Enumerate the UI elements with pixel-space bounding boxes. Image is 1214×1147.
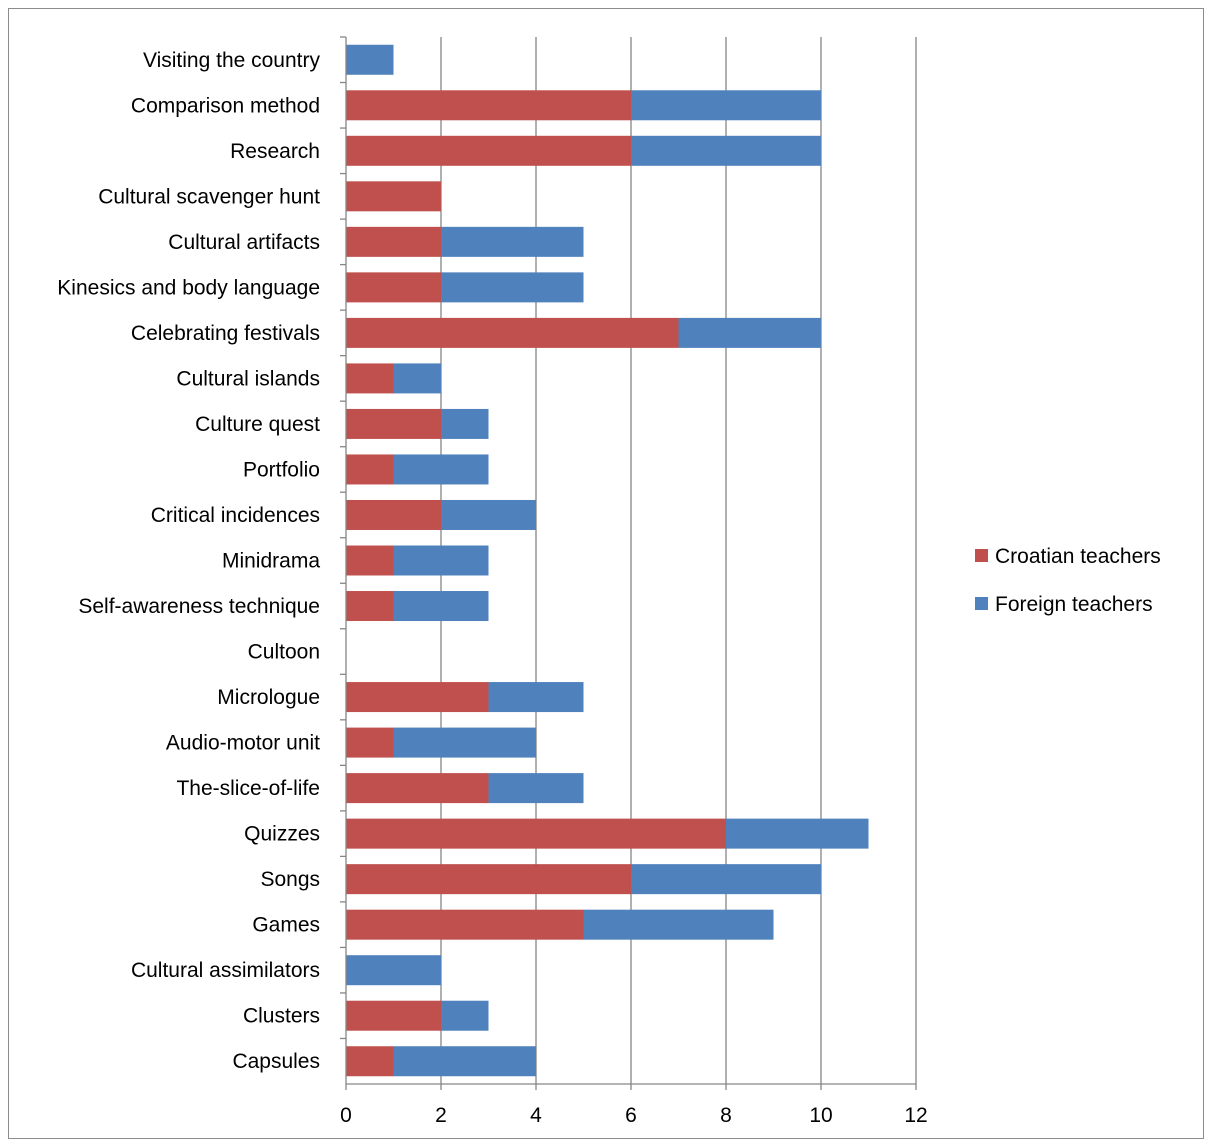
bar-segment-croatian	[346, 272, 441, 303]
chart-frame	[8, 8, 1204, 1139]
x-tick-label: 2	[435, 1104, 447, 1127]
x-tick-labels: 0 2 4 6 8 10 12	[340, 1104, 928, 1127]
legend-label: Croatian teachers	[995, 545, 1161, 568]
bar-segment-croatian	[346, 545, 394, 576]
gridlines	[440, 37, 917, 1084]
category-label: Kinesics and body language	[57, 276, 320, 299]
bar-segment-foreign	[346, 955, 441, 986]
bar-segment-croatian	[346, 499, 441, 530]
bar-segment-croatian	[346, 1000, 441, 1031]
bar-segment-croatian	[346, 818, 726, 849]
category-label: Minidrama	[222, 550, 320, 573]
legend: Croatian teachers Foreign teachers	[975, 545, 1161, 616]
category-label: Self-awareness technique	[78, 595, 320, 618]
bar-segment-croatian	[346, 181, 441, 212]
category-label: Cultural artifacts	[168, 231, 320, 254]
bar-segment-foreign	[631, 135, 821, 166]
x-tick-label: 12	[904, 1104, 927, 1127]
legend-swatch	[975, 549, 988, 562]
category-label: Visiting the country	[143, 49, 321, 72]
category-label: Culture quest	[195, 413, 320, 436]
category-label: Cultural assimilators	[131, 959, 320, 982]
category-label: Clusters	[243, 1005, 320, 1028]
bar-segment-foreign	[393, 454, 489, 485]
bar-segment-foreign	[488, 682, 584, 713]
bar-segment-croatian	[346, 317, 679, 348]
bar-segment-foreign	[678, 317, 821, 348]
bar-segment-croatian	[346, 773, 489, 804]
bar-segment-croatian	[346, 90, 631, 121]
x-tick-label: 0	[340, 1104, 352, 1127]
axes	[340, 36, 917, 1090]
bar-segment-croatian	[346, 454, 394, 485]
category-label: Quizzes	[244, 823, 320, 846]
bar-segment-foreign	[393, 727, 536, 758]
bar-segment-foreign	[393, 545, 489, 576]
bar-segment-foreign	[631, 864, 821, 895]
bar-segment-foreign	[441, 272, 584, 303]
bar-segment-foreign	[488, 773, 584, 804]
bar-segment-croatian	[346, 909, 584, 940]
bar-segment-croatian	[346, 1046, 394, 1077]
x-tick-label: 6	[625, 1104, 637, 1127]
legend-swatch	[975, 597, 988, 610]
bar-segment-foreign	[346, 44, 394, 75]
category-label: Comparison method	[131, 94, 320, 117]
bar-segment-foreign	[441, 408, 489, 439]
bar-segment-foreign	[726, 818, 869, 849]
category-label: The-slice-of-life	[176, 777, 320, 800]
bar-segment-foreign	[393, 591, 489, 622]
bar-segment-croatian	[346, 682, 489, 713]
bar-segment-croatian	[346, 591, 394, 622]
x-tick-label: 4	[530, 1104, 542, 1127]
category-labels: Capsules Clusters Cultural assimilators Gam…	[57, 49, 320, 1073]
category-label: Research	[230, 140, 320, 163]
bar-segment-croatian	[346, 727, 394, 758]
category-label: Micrologue	[217, 686, 320, 709]
bar-segment-foreign	[393, 1046, 536, 1077]
category-label: Games	[252, 914, 320, 937]
bars	[346, 44, 869, 1077]
bar-segment-foreign	[441, 1000, 489, 1031]
bar-segment-foreign	[441, 226, 584, 257]
bar-segment-foreign	[393, 363, 441, 394]
bar-segment-foreign	[441, 499, 536, 530]
category-label: Songs	[260, 868, 320, 891]
category-label: Cultural scavenger hunt	[98, 185, 320, 208]
category-label: Capsules	[232, 1050, 320, 1073]
category-label: Audio-motor unit	[166, 732, 320, 755]
category-label: Celebrating festivals	[131, 322, 320, 345]
category-label: Cultoon	[248, 641, 320, 664]
x-tick-label: 8	[720, 1104, 732, 1127]
category-label: Portfolio	[243, 458, 320, 481]
bar-segment-croatian	[346, 864, 631, 895]
bar-segment-croatian	[346, 135, 631, 166]
bar-segment-foreign	[583, 909, 774, 940]
bar-segment-foreign	[631, 90, 821, 121]
category-label: Cultural islands	[176, 367, 320, 390]
bar-segment-croatian	[346, 226, 441, 257]
legend-label: Foreign teachers	[995, 593, 1153, 616]
x-tick-label: 10	[809, 1104, 832, 1127]
bar-segment-croatian	[346, 408, 441, 439]
bar-segment-croatian	[346, 363, 394, 394]
category-label: Critical incidences	[151, 504, 320, 527]
